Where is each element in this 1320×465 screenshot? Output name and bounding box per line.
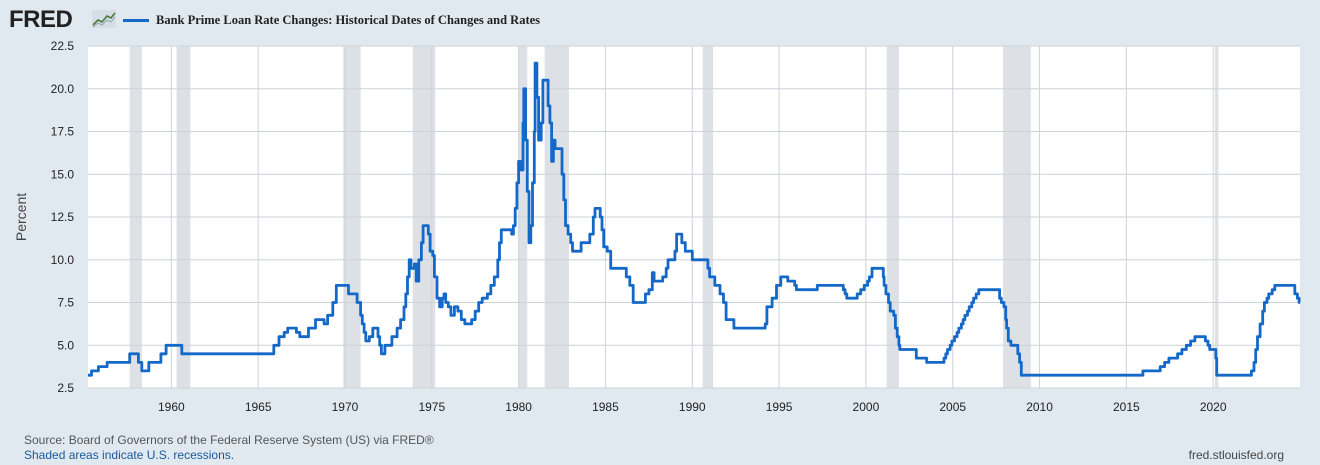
y-tick-label: 7.5 — [57, 296, 74, 310]
fred-logo[interactable]: FRED — [9, 6, 73, 33]
y-axis-ticks: 2.5 5.0 7.5 10.0 12.5 15.0 17.5 20.0 22.5 — [51, 39, 75, 395]
x-tick-label: 2015 — [1113, 400, 1140, 414]
x-tick-label: 1985 — [592, 400, 619, 414]
x-tick-label: 2020 — [1200, 400, 1227, 414]
y-axis-label: Percent — [13, 193, 29, 241]
y-tick-label: 15.0 — [51, 167, 75, 181]
y-tick-label: 17.5 — [51, 125, 75, 139]
x-tick-label: 1965 — [245, 400, 272, 414]
series-line — [88, 61, 1301, 377]
x-tick-label: 1975 — [418, 400, 445, 414]
y-tick-label: 10.0 — [51, 253, 75, 267]
fred-url[interactable]: fred.stlouisfed.org — [1188, 448, 1284, 462]
x-tick-label: 1960 — [158, 400, 185, 414]
x-tick-label: 2010 — [1026, 400, 1053, 414]
y-tick-label: 5.0 — [57, 338, 74, 352]
x-tick-label: 1990 — [679, 400, 706, 414]
source-note: Source: Board of Governors of the Federa… — [24, 433, 434, 447]
legend-swatch — [123, 19, 149, 22]
y-tick-label: 20.0 — [51, 82, 75, 96]
x-axis-ticks: 1960 1965 1970 1975 1980 1985 1990 1995 2000 2005… — [158, 400, 1227, 414]
x-tick-label: 1980 — [505, 400, 532, 414]
y-tick-label: 2.5 — [57, 381, 74, 395]
line-chart: 2.55.07.510.012.515.017.520.022.5 1960 19… — [13, 39, 1301, 414]
legend-label: Bank Prime Loan Rate Changes: Historical… — [156, 13, 541, 27]
y-tick-label: 12.5 — [51, 210, 75, 224]
y-tick-label: 22.5 — [51, 39, 75, 53]
recession-note-link[interactable]: Shaded areas indicate U.S. recessions. — [24, 448, 235, 462]
line-chart-icon — [92, 10, 116, 28]
x-tick-label: 2005 — [939, 400, 966, 414]
x-tick-label: 1995 — [766, 400, 793, 414]
chart-legend: Bank Prime Loan Rate Changes: Historical… — [123, 13, 540, 28]
x-tick-label: 2000 — [853, 400, 880, 414]
x-tick-label: 1970 — [332, 400, 359, 414]
